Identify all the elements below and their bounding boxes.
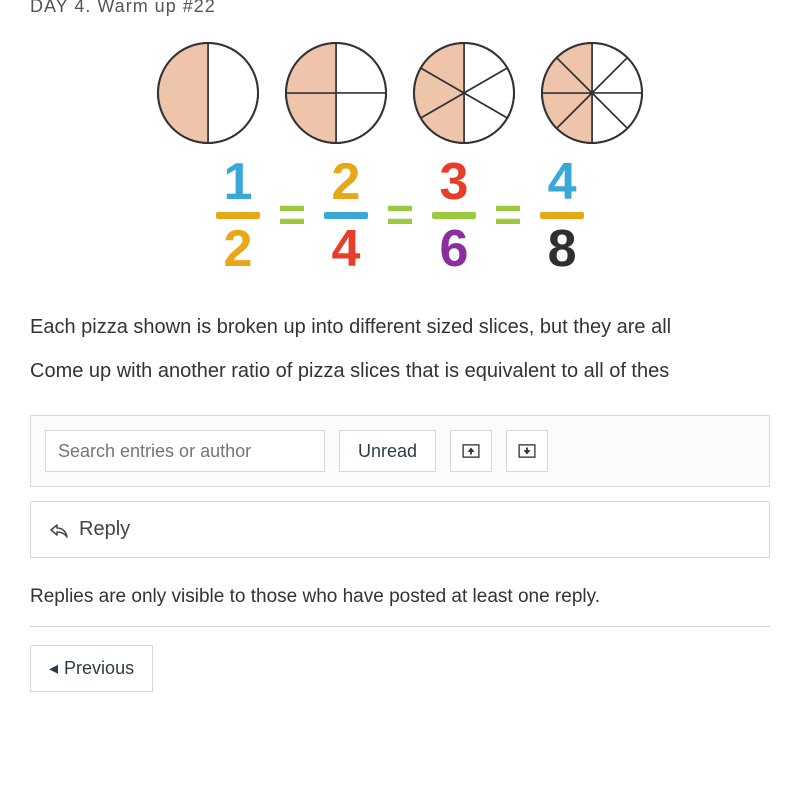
fraction-bar: [540, 212, 584, 219]
fraction-bar: [216, 212, 260, 219]
question-text: Each pizza shown is broken up into diffe…: [30, 305, 770, 393]
pizza-circle: [281, 38, 391, 148]
fraction: 12: [216, 156, 260, 275]
search-input[interactable]: [45, 430, 325, 472]
fraction-numerator: 3: [440, 156, 469, 208]
fraction-numerator: 1: [223, 156, 252, 208]
pizza-diagram-row: [30, 38, 770, 148]
question-line-1: Each pizza shown is broken up into diffe…: [30, 305, 770, 349]
discussion-toolbar: Unread: [30, 415, 770, 487]
replies-visibility-note: Replies are only visible to those who ha…: [30, 580, 770, 627]
pizza-circle: [409, 38, 519, 148]
fraction: 36: [432, 156, 476, 275]
pizza-circle: [537, 38, 647, 148]
equals-sign: =: [494, 188, 522, 243]
arrow-down-box-icon: [518, 444, 536, 458]
reply-arrow-icon: [49, 521, 69, 539]
unread-button[interactable]: Unread: [339, 430, 436, 472]
arrow-up-box-icon: [462, 444, 480, 458]
pizza-circle: [153, 38, 263, 148]
collapse-up-button[interactable]: [450, 430, 492, 472]
fraction-bar: [432, 212, 476, 219]
fraction-denominator: 4: [332, 223, 361, 275]
previous-label: Previous: [64, 658, 134, 679]
previous-button[interactable]: ◂ Previous: [30, 645, 153, 692]
fraction-denominator: 6: [440, 223, 469, 275]
fraction-bar: [324, 212, 368, 219]
fraction-denominator: 8: [548, 223, 577, 275]
reply-button[interactable]: Reply: [30, 501, 770, 558]
question-line-2: Come up with another ratio of pizza slic…: [30, 349, 770, 393]
caret-left-icon: ◂: [49, 658, 58, 679]
expand-down-button[interactable]: [506, 430, 548, 472]
fraction-denominator: 2: [223, 223, 252, 275]
fraction-numerator: 2: [332, 156, 361, 208]
reply-label: Reply: [79, 518, 130, 541]
assignment-header: DAY 4. Warm up #22: [30, 0, 770, 20]
equals-sign: =: [386, 188, 414, 243]
fraction: 24: [324, 156, 368, 275]
equals-sign: =: [278, 188, 306, 243]
fraction: 48: [540, 156, 584, 275]
fraction-equation: 12=24=36=48: [30, 156, 770, 275]
fraction-numerator: 4: [548, 156, 577, 208]
